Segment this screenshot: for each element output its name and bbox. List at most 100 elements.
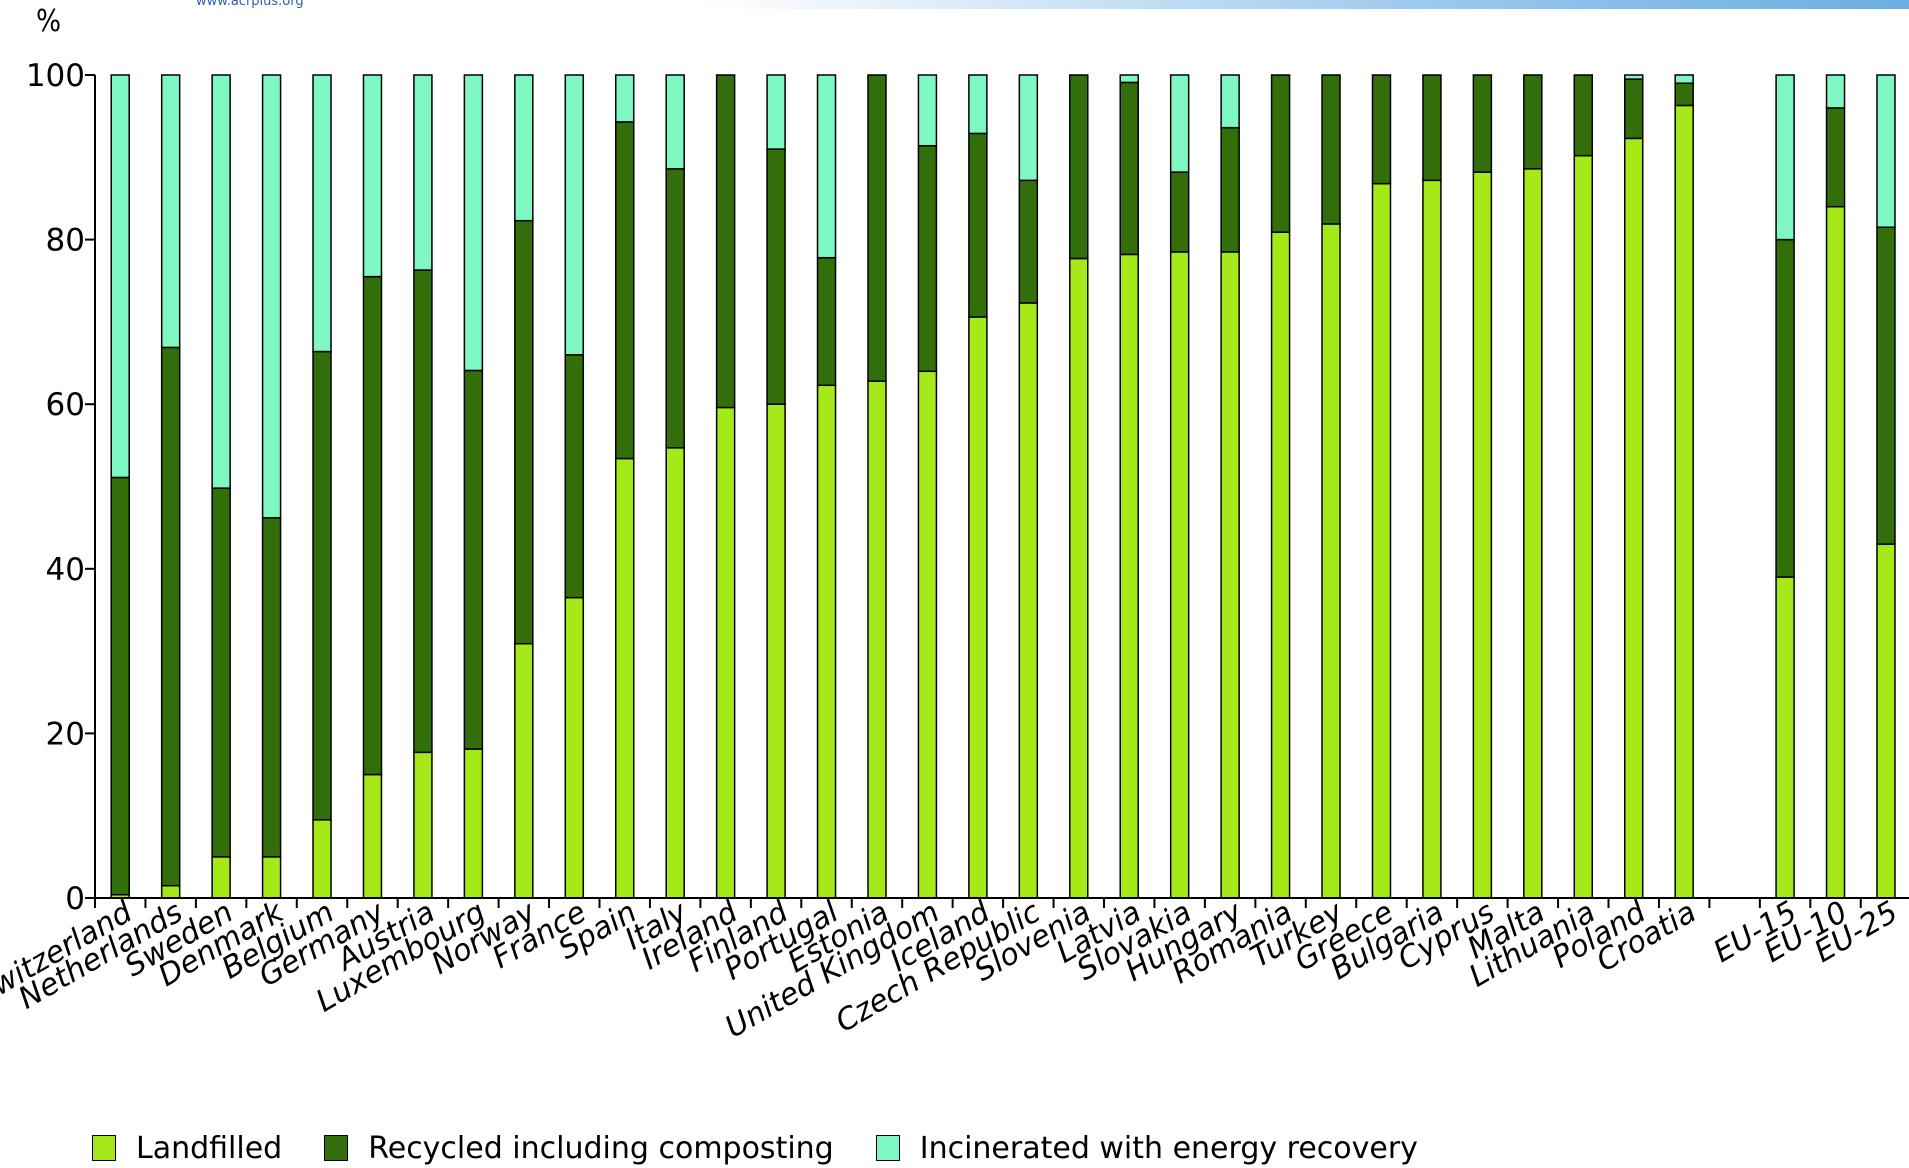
bar-landfilled-slovakia [1169, 251, 1190, 899]
bar-landfilled-austria [413, 751, 433, 899]
legend: Landfilled Recycled including composting… [92, 1128, 1460, 1168]
bar-recycled-turkey [1321, 74, 1341, 225]
bar-incinerated-hungary [1220, 74, 1240, 129]
legend-swatch-landfilled [92, 1135, 116, 1161]
bar-landfilled-romania [1270, 231, 1291, 899]
bar-landfilled-united-kingdom [917, 370, 938, 899]
bar-recycled-slovenia [1069, 74, 1089, 260]
bar-recycled-portugal [816, 256, 837, 387]
y-tick-label: 0 [65, 881, 85, 917]
legend-label-landfilled: Landfilled [136, 1130, 283, 1166]
bar-landfilled-bulgaria [1422, 179, 1442, 899]
bar-recycled-latvia [1119, 81, 1139, 256]
legend-swatch-incinerated [875, 1135, 900, 1161]
bar-landfilled-denmark [261, 856, 282, 899]
bar-recycled-denmark [261, 517, 282, 858]
bar-landfilled-portugal [816, 384, 837, 899]
bar-incinerated-czech-republic [1018, 74, 1039, 182]
legend-label-recycled: Recycled including composting [368, 1130, 834, 1166]
bar-incinerated-croatia [1674, 74, 1694, 84]
bar-recycled-spain [614, 121, 635, 460]
bar-recycled-united-kingdom [917, 145, 938, 373]
bar-incinerated-slovakia [1169, 74, 1190, 173]
bar-incinerated-france [564, 74, 585, 356]
bar-recycled-cyprus [1472, 74, 1493, 173]
bar-recycled-romania [1270, 74, 1291, 233]
bar-landfilled-estonia [867, 380, 887, 899]
bar-landfilled-slovenia [1069, 257, 1089, 899]
bar-landfilled-belgium [312, 819, 332, 899]
bar-recycled-estonia [867, 74, 887, 382]
bar-landfilled-cyprus [1472, 171, 1493, 899]
y-tick-label: 60 [46, 387, 85, 423]
bar-incinerated-luxembourg [463, 74, 484, 372]
bar-recycled-czech-republic [1018, 179, 1039, 304]
bar-recycled-switzerland [110, 476, 130, 896]
bar-incinerated-belgium [312, 74, 332, 353]
bar-recycled-eu-25 [1876, 226, 1896, 545]
bar-landfilled-spain [614, 457, 635, 899]
y-tick-label: 20 [46, 716, 85, 752]
bar-landfilled-poland [1623, 137, 1644, 899]
bar-incinerated-sweden [211, 74, 231, 489]
bar-recycled-italy [665, 168, 685, 449]
y-axis-label: % [36, 4, 62, 39]
bar-recycled-france [564, 354, 585, 599]
site-url: www.acrplus.org [196, 0, 304, 9]
bar-incinerated-latvia [1119, 74, 1139, 84]
bar-recycled-luxembourg [463, 369, 484, 750]
bar-recycled-hungary [1220, 126, 1240, 253]
bar-incinerated-portugal [816, 74, 837, 259]
bar-recycled-eu-10 [1825, 107, 1846, 208]
bar-incinerated-iceland [968, 74, 988, 135]
bar-incinerated-finland [766, 74, 786, 150]
bar-recycled-croatia [1674, 82, 1694, 107]
bar-incinerated-eu-25 [1876, 74, 1896, 228]
chart-axes: SwitzerlandNetherlandsSwedenDenmarkBelgi… [0, 58, 1909, 1045]
y-tick-label: 80 [46, 223, 85, 259]
bar-landfilled-eu-10 [1825, 205, 1846, 899]
bar-incinerated-denmark [261, 74, 282, 519]
bar-recycled-norway [514, 219, 534, 645]
bar-recycled-eu-15 [1775, 238, 1795, 578]
bar-landfilled-italy [665, 447, 685, 899]
legend-item-recycled: Recycled including composting [324, 1130, 834, 1166]
bar-recycled-belgium [312, 350, 332, 821]
bar-landfilled-ireland [715, 406, 736, 899]
bar-recycled-slovakia [1169, 171, 1190, 253]
bar-landfilled-luxembourg [463, 748, 484, 899]
header-gradient-bar [700, 0, 1909, 9]
bar-landfilled-iceland [968, 316, 988, 899]
bar-landfilled-eu-25 [1876, 543, 1896, 899]
bar-landfilled-greece [1371, 182, 1392, 899]
bar-recycled-poland [1623, 78, 1644, 140]
chart-marks [110, 74, 1896, 899]
bar-landfilled-eu-15 [1775, 576, 1795, 899]
bar-recycled-finland [766, 148, 786, 405]
bar-recycled-bulgaria [1422, 74, 1442, 182]
bar-recycled-austria [413, 269, 433, 754]
bar-incinerated-eu-10 [1825, 74, 1846, 109]
bar-landfilled-finland [766, 403, 786, 899]
bar-landfilled-sweden [211, 856, 231, 899]
bar-recycled-netherlands [160, 346, 181, 887]
bar-incinerated-italy [665, 74, 685, 170]
bar-incinerated-spain [614, 74, 635, 123]
bar-landfilled-hungary [1220, 251, 1240, 899]
bar-recycled-germany [362, 275, 383, 776]
bar-incinerated-norway [514, 74, 534, 222]
bar-incinerated-united-kingdom [917, 74, 938, 147]
bar-landfilled-norway [514, 642, 534, 899]
legend-label-incinerated: Incinerated with energy recovery [919, 1130, 1418, 1166]
bar-incinerated-netherlands [160, 74, 181, 349]
bar-recycled-ireland [715, 74, 736, 409]
bar-landfilled-croatia [1674, 104, 1694, 899]
bar-incinerated-eu-15 [1775, 74, 1795, 241]
bar-recycled-iceland [968, 132, 988, 318]
bar-landfilled-lithuania [1573, 154, 1594, 899]
bar-landfilled-czech-republic [1018, 302, 1039, 899]
bar-landfilled-germany [362, 773, 383, 899]
bar-recycled-sweden [211, 487, 231, 858]
bar-landfilled-france [564, 596, 585, 899]
bar-incinerated-poland [1623, 74, 1644, 80]
